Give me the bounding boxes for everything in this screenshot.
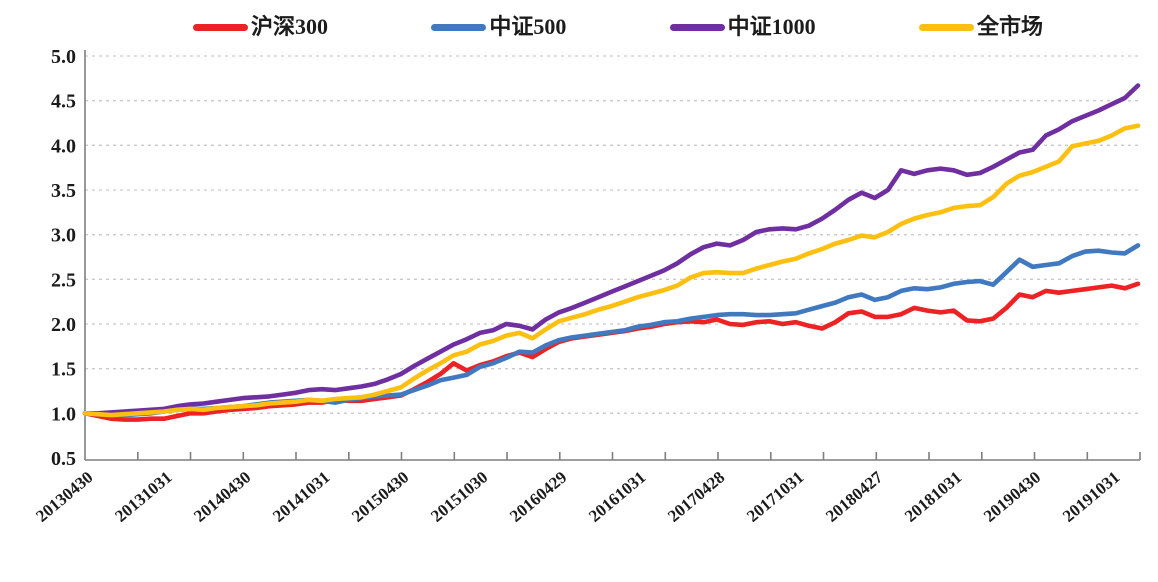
series-line-中证1000 (82, 83, 1141, 416)
y-axis-tick-label: 3.5 (51, 180, 76, 202)
legend-line-swatch-blue (431, 23, 487, 31)
x-axis-tick-label: 20181031 (901, 468, 965, 526)
series-line-中证500 (82, 243, 1141, 418)
y-axis-tick-label: 5.0 (51, 46, 76, 68)
x-axis-tick-label: 20170428 (664, 468, 728, 526)
y-axis-tick-label: 4.5 (51, 91, 76, 113)
legend-item-zz1000: 中证1000 (669, 14, 816, 39)
legend-item-zz500: 中证500 (431, 16, 566, 38)
y-axis-tick-label: 4.0 (51, 135, 76, 157)
legend-label-whole-market: 全市场 (976, 14, 1043, 39)
x-axis-tick-label: 20191031 (1059, 468, 1123, 526)
x-axis-tick-label: 20131031 (111, 468, 175, 526)
legend-item-hs300: 沪深300 (193, 16, 328, 38)
chart-legend: 沪深300 中证500 中证1000 全市场 (193, 16, 1043, 38)
x-axis-tick-label: 20151030 (427, 468, 491, 526)
y-axis-tick-label: 2.5 (51, 269, 76, 291)
legend-item-whole-market: 全市场 (918, 14, 1043, 39)
x-axis-tick-label: 20141031 (269, 468, 333, 526)
x-axis-tick-label: 20130430 (32, 468, 96, 526)
y-axis-tick-label: 1.0 (51, 403, 76, 425)
legend-label-zz500: 中证500 (489, 14, 567, 39)
x-axis-tick-label: 20160429 (506, 468, 570, 526)
y-axis-tick-label: 3.0 (51, 225, 76, 247)
legend-line-swatch-yellow (918, 23, 974, 31)
x-axis-tick-label: 20150430 (348, 468, 412, 526)
x-axis-tick-label: 20190430 (980, 468, 1044, 526)
legend-line-swatch-red (193, 23, 248, 31)
series-line-全市场 (82, 123, 1141, 418)
y-axis-tick-label: 1.5 (51, 359, 76, 381)
y-axis-tick-label: 0.5 (51, 448, 76, 470)
x-axis-tick-label: 20161031 (585, 468, 649, 526)
y-axis-tick-label: 2.0 (51, 314, 76, 336)
x-axis-tick-label: 20140430 (190, 468, 254, 526)
legend-label-zz1000: 中证1000 (727, 14, 816, 39)
x-axis-tick-label: 20171031 (743, 468, 807, 526)
legend-line-swatch-purple (669, 23, 725, 31)
legend-label-hs300: 沪深300 (251, 14, 329, 39)
x-axis-tick-label: 20180427 (822, 467, 887, 526)
